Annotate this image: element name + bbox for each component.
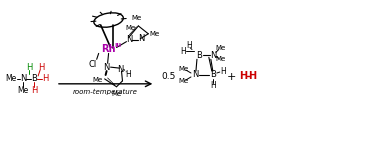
Text: Me: Me <box>215 56 226 62</box>
Text: Me: Me <box>178 66 188 72</box>
Text: H: H <box>125 70 131 79</box>
Text: +: + <box>227 72 236 82</box>
Text: H: H <box>180 47 186 56</box>
Text: B: B <box>210 70 216 79</box>
Text: Rh: Rh <box>101 44 116 55</box>
Text: N: N <box>104 63 110 72</box>
Text: Cl: Cl <box>88 60 97 69</box>
Text: H: H <box>26 63 33 72</box>
Text: Me: Me <box>18 86 29 95</box>
Text: H: H <box>186 41 192 50</box>
Text: N: N <box>192 70 198 79</box>
Text: Me: Me <box>125 25 136 31</box>
Text: N: N <box>126 35 133 44</box>
Text: N: N <box>20 74 26 83</box>
Text: B: B <box>196 51 202 60</box>
Text: N: N <box>138 34 144 43</box>
Text: H: H <box>248 71 257 81</box>
Text: Me: Me <box>93 77 103 83</box>
Text: B: B <box>31 74 37 83</box>
Text: Me: Me <box>112 91 122 97</box>
Text: H: H <box>240 71 248 81</box>
Text: H: H <box>220 67 226 76</box>
Text: 0.5: 0.5 <box>161 72 175 82</box>
Text: N: N <box>117 65 124 74</box>
Text: Me: Me <box>178 78 188 84</box>
Text: H: H <box>210 81 216 90</box>
Text: room-temperature: room-temperature <box>73 89 138 95</box>
Text: Me: Me <box>131 15 141 21</box>
Text: H: H <box>42 74 48 83</box>
Text: Me: Me <box>6 74 17 83</box>
Text: H: H <box>31 86 37 95</box>
Text: N: N <box>210 51 216 60</box>
Text: H: H <box>38 63 44 72</box>
Text: III: III <box>114 43 121 48</box>
Text: Me: Me <box>149 31 160 37</box>
Text: Me: Me <box>215 45 226 51</box>
